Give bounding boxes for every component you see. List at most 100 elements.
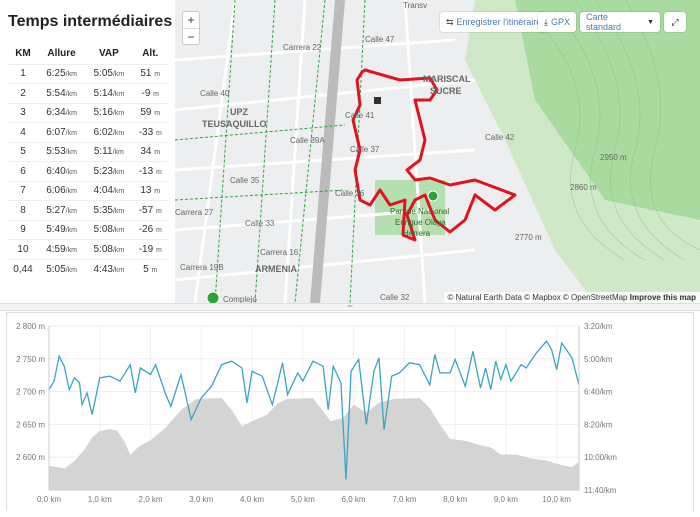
- svg-text:TEUSAQUILLO: TEUSAQUILLO: [202, 119, 267, 129]
- svg-text:Calle 42: Calle 42: [485, 133, 515, 142]
- splits-title: Temps intermédiaires: [8, 13, 173, 30]
- x-tick-label: 6,0 km: [342, 495, 366, 504]
- roads: [175, 0, 476, 303]
- split-row: 8 5:27/km 5:35/km -57 m: [8, 200, 168, 220]
- y-left-tick-label: 2 650 m: [16, 420, 45, 429]
- x-tick-label: 0,0 km: [37, 495, 61, 504]
- caret-down-icon: ▼: [647, 18, 654, 26]
- svg-text:Herrera: Herrera: [403, 229, 431, 238]
- save-route-button[interactable]: ⇆ Enregistrer l'itinéraire: [440, 12, 548, 32]
- split-alt: -13 m: [132, 161, 168, 181]
- y-right-tick-label: 10:00/km: [584, 453, 617, 462]
- gpx-download-button[interactable]: ⤓ GPX: [538, 12, 576, 32]
- split-row: 10 4:59/km 5:08/km -19 m: [8, 239, 168, 259]
- split-km: 2: [8, 83, 38, 103]
- svg-text:Carrera 22: Carrera 22: [283, 43, 322, 52]
- route-map[interactable]: MARISCAL SUCRE UPZ TEUSAQUILLO ARMENIA C…: [175, 0, 700, 303]
- svg-text:Calle 47: Calle 47: [365, 35, 395, 44]
- col-gap: VAP: [98, 48, 119, 60]
- x-tick-label: 1,0 km: [88, 495, 112, 504]
- contours: [534, 0, 700, 261]
- svg-text:Carrera 16: Carrera 16: [260, 248, 299, 257]
- poi-marker-icon: [206, 291, 220, 303]
- x-tick-label: 7,0 km: [392, 495, 416, 504]
- svg-text:MARISCAL: MARISCAL: [423, 74, 471, 84]
- x-tick-label: 8,0 km: [443, 495, 467, 504]
- bike-paths: [175, 0, 366, 303]
- split-alt: 13 m: [132, 180, 168, 201]
- map-labels: MARISCAL SUCRE UPZ TEUSAQUILLO ARMENIA C…: [175, 1, 627, 303]
- split-row: 4 6:07/km 6:02/km -33 m: [8, 122, 168, 142]
- x-tick-label: 10,0 km: [542, 495, 571, 504]
- y-right-tick-label: 5:00/km: [584, 355, 613, 364]
- svg-text:Transv: Transv: [403, 1, 427, 10]
- split-pace: 4:59/km: [37, 239, 86, 259]
- splits-panel: Temps intermédiaires KM Allure VAP Alt. …: [0, 0, 175, 303]
- split-alt: 59 m: [132, 102, 168, 123]
- svg-text:UPZ: UPZ: [230, 107, 249, 117]
- split-gap: 5:16/km: [85, 102, 133, 123]
- split-km: 5: [8, 141, 38, 162]
- zoom-in-button[interactable]: +: [187, 13, 195, 27]
- fullscreen-button[interactable]: ⤢: [664, 12, 686, 32]
- map-canvas[interactable]: MARISCAL SUCRE UPZ TEUSAQUILLO ARMENIA C…: [175, 0, 700, 303]
- svg-text:Calle 32: Calle 32: [380, 293, 410, 302]
- split-km: 10: [8, 239, 38, 259]
- split-row: 0,44 5:05/km 4:43/km 5 m: [8, 258, 168, 279]
- svg-text:Calle 33: Calle 33: [245, 219, 275, 228]
- svg-text:2770 m: 2770 m: [515, 233, 542, 242]
- split-row: 9 5:49/km 5:08/km -26 m: [8, 219, 168, 240]
- improve-map-link[interactable]: Improve this map: [629, 293, 696, 302]
- fullscreen-icon: ⤢: [671, 16, 679, 27]
- split-row: 2 5:54/km 5:14/km -9 m: [8, 83, 168, 103]
- svg-text:Calle 36: Calle 36: [335, 189, 365, 198]
- x-tick-label: 2,0 km: [139, 495, 163, 504]
- col-km: KM: [15, 48, 31, 60]
- chart-canvas: 2 600 m 2 650 m 2 700 m 2 750 m 2 800 m 3:20/…: [16, 322, 617, 504]
- split-pace: 5:27/km: [37, 200, 86, 220]
- map-style-select[interactable]: Carte standard ▼: [580, 12, 660, 32]
- svg-text:2860 m: 2860 m: [570, 183, 597, 192]
- svg-text:Calle 35: Calle 35: [230, 176, 260, 185]
- split-gap: 5:05/km: [85, 63, 133, 84]
- split-row: 7 6:06/km 4:04/km 13 m: [8, 180, 168, 201]
- y-right-tick-label: 11:40/km: [584, 486, 617, 495]
- park-marker-icon: [427, 190, 439, 202]
- main-avenue: [310, 0, 345, 303]
- elevation-area: [49, 398, 579, 490]
- split-gap: 5:35/km: [85, 200, 133, 220]
- split-gap: 6:02/km: [85, 122, 133, 142]
- zoom-out-button[interactable]: −: [183, 28, 199, 44]
- split-pace: 6:34/km: [37, 102, 86, 123]
- resize-handle[interactable]: ═: [0, 303, 700, 311]
- split-gap: 5:08/km: [85, 239, 133, 259]
- x-tick-label: 9,0 km: [494, 495, 518, 504]
- y-right-tick-label: 8:20/km: [584, 420, 613, 429]
- svg-text:Calle 40: Calle 40: [200, 89, 230, 98]
- split-gap: 5:14/km: [85, 83, 133, 103]
- svg-text:Carrera 27: Carrera 27: [175, 208, 214, 217]
- download-icon: ⤓: [544, 16, 548, 27]
- svg-text:Calle 39A: Calle 39A: [290, 136, 325, 145]
- svg-text:Calle 41: Calle 41: [345, 111, 375, 120]
- split-km: 4: [8, 122, 38, 142]
- route-line: [351, 68, 517, 242]
- split-km: 3: [8, 102, 38, 123]
- y-left-tick-label: 2 700 m: [16, 388, 45, 397]
- y-right-tick-label: 6:40/km: [584, 388, 613, 397]
- svg-text:ARMENIA: ARMENIA: [255, 264, 297, 274]
- zoom-control: + −: [183, 12, 199, 44]
- split-gap: 4:43/km: [85, 258, 133, 279]
- split-km: 0,44: [8, 258, 38, 279]
- col-pace: Allure: [47, 48, 76, 60]
- route-icon: ⇆: [446, 16, 454, 27]
- split-row: 6 6:40/km 5:23/km -13 m: [8, 161, 168, 181]
- x-tick-label: 3,0 km: [189, 495, 213, 504]
- col-alt: Alt.: [142, 48, 159, 60]
- split-gap: 5:11/km: [85, 141, 133, 162]
- splits-table: KM Allure VAP Alt. 1 6:25/km 5:05/km 51 …: [8, 44, 168, 279]
- split-pace: 6:25/km: [37, 63, 86, 84]
- split-gap: 5:08/km: [85, 219, 133, 240]
- split-km: 1: [8, 63, 38, 84]
- split-alt: 34 m: [132, 141, 168, 162]
